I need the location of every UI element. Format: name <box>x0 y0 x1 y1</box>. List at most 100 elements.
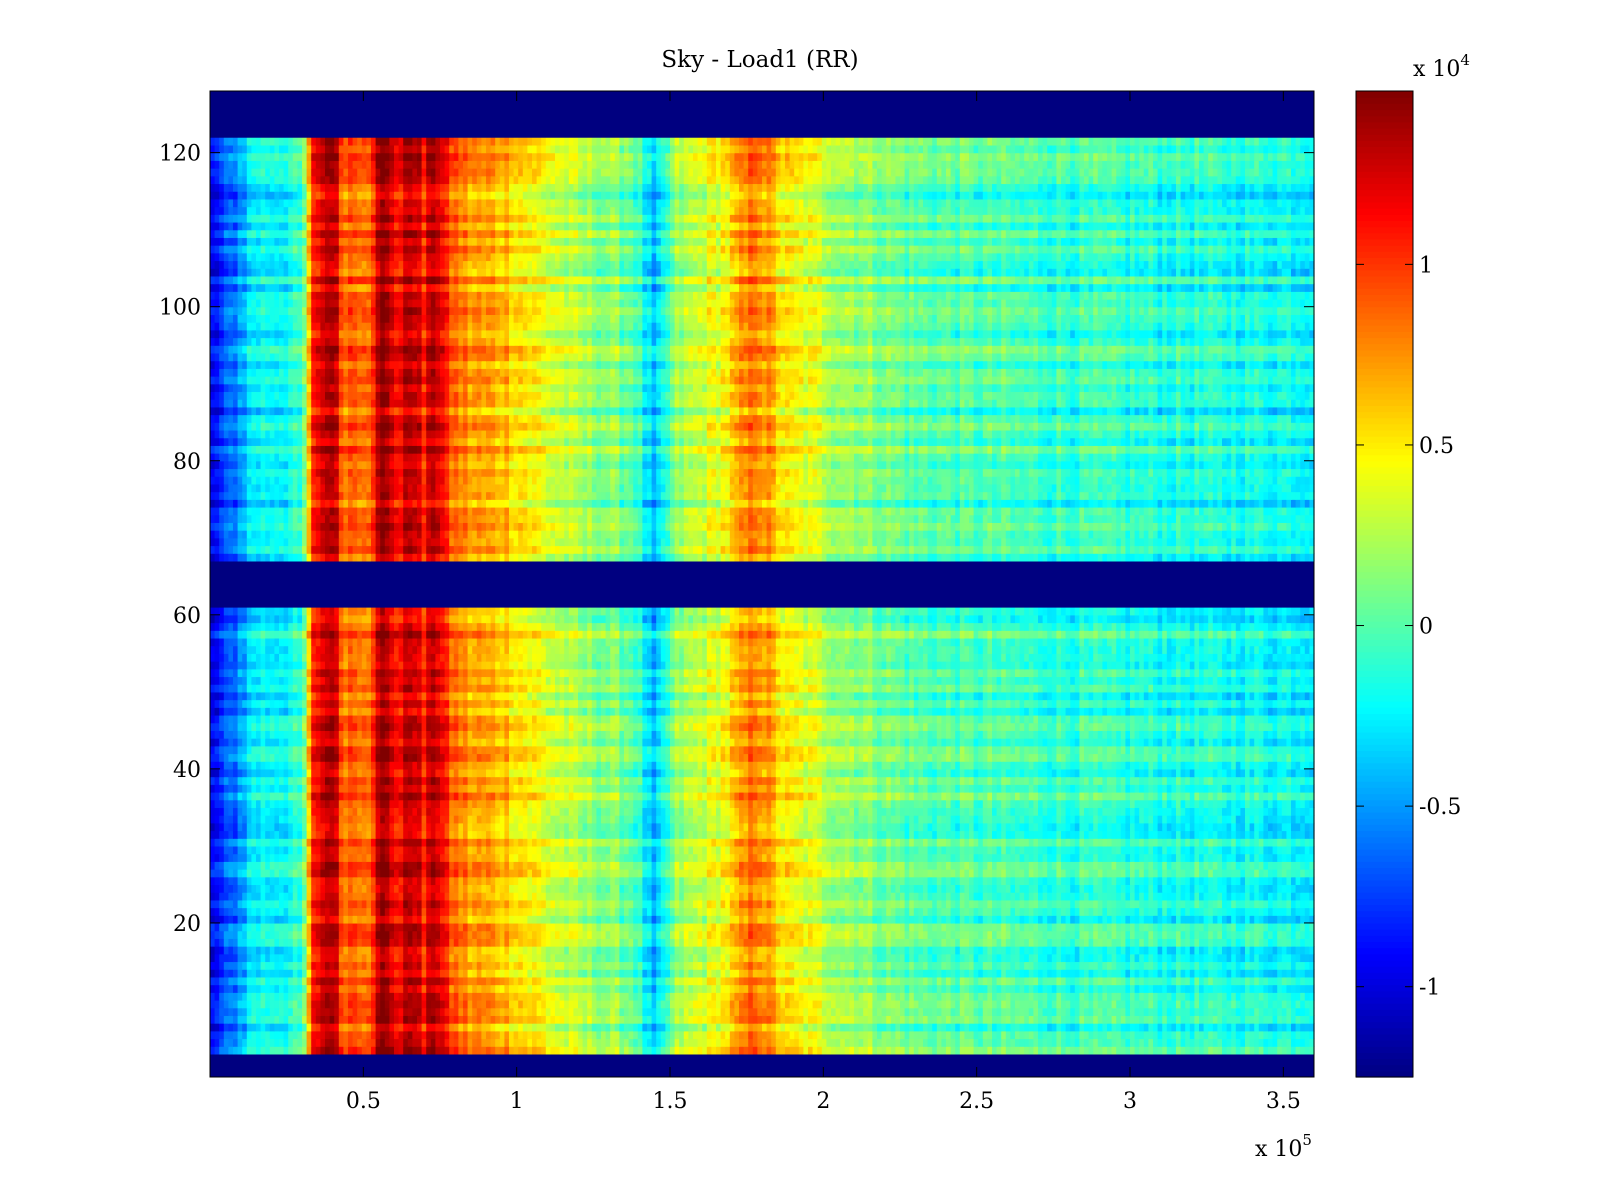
heatmap-cell <box>753 961 758 969</box>
heatmap-cell <box>251 931 256 939</box>
heatmap-cell <box>596 923 601 931</box>
heatmap-cell <box>550 985 555 993</box>
heatmap-cell <box>1024 915 1029 923</box>
heatmap-cell <box>863 946 868 954</box>
heatmap-cell <box>224 992 229 1000</box>
heatmap-cell <box>1070 1038 1075 1046</box>
heatmap-cell <box>417 1000 422 1008</box>
heatmap-cell <box>518 892 523 900</box>
heatmap-cell <box>753 908 758 916</box>
heatmap-cell <box>481 969 486 977</box>
heatmap-cell <box>1171 1008 1176 1016</box>
heatmap-cell <box>555 923 560 931</box>
heatmap-cell <box>642 892 647 900</box>
heatmap-cell <box>803 931 808 939</box>
heatmap-cell <box>987 977 992 985</box>
heatmap-cell <box>895 923 900 931</box>
heatmap-cell <box>656 1008 661 1016</box>
heatmap-cell <box>1130 908 1135 916</box>
heatmap-cell <box>546 931 551 939</box>
heatmap-cell <box>849 961 854 969</box>
heatmap-cell <box>1079 961 1084 969</box>
heatmap-cell <box>1010 954 1015 962</box>
heatmap-cell <box>1296 946 1301 954</box>
heatmap-cell <box>923 923 928 931</box>
heatmap-cell <box>1070 1023 1075 1031</box>
heatmap-cell <box>665 1046 670 1054</box>
heatmap-cell <box>638 931 643 939</box>
heatmap-cell <box>997 1015 1002 1023</box>
heatmap-cell <box>546 1008 551 1016</box>
heatmap-cell <box>596 1038 601 1046</box>
heatmap-cell <box>389 954 394 962</box>
heatmap-cell <box>348 1000 353 1008</box>
heatmap-cell <box>238 969 243 977</box>
heatmap-cell <box>642 1046 647 1054</box>
heatmap-cell <box>978 954 983 962</box>
heatmap-cell <box>330 954 335 962</box>
heatmap-cell <box>661 923 666 931</box>
heatmap-cell <box>642 1023 647 1031</box>
heatmap-cell <box>762 1015 767 1023</box>
heatmap-cell <box>509 969 514 977</box>
heatmap-cell <box>1245 938 1250 946</box>
heatmap-cell <box>1158 1015 1163 1023</box>
heatmap-cell <box>794 1000 799 1008</box>
heatmap-cell <box>449 946 454 954</box>
heatmap-cell <box>693 969 698 977</box>
heatmap-cell <box>366 900 371 908</box>
heatmap-cell <box>251 892 256 900</box>
heatmap-cell <box>477 915 482 923</box>
heatmap-cell <box>721 1015 726 1023</box>
heatmap-cell <box>1043 977 1048 985</box>
heatmap-cell <box>900 923 905 931</box>
heatmap-cell <box>946 946 951 954</box>
heatmap-cell <box>514 1008 519 1016</box>
heatmap-cell <box>1231 1015 1236 1023</box>
heatmap-cell <box>803 915 808 923</box>
heatmap-cell <box>859 969 864 977</box>
heatmap-cell <box>1010 931 1015 939</box>
heatmap-cell <box>1263 1038 1268 1046</box>
heatmap-cell <box>909 1008 914 1016</box>
heatmap-cell <box>385 992 390 1000</box>
heatmap-cell <box>1305 961 1310 969</box>
heatmap-cell <box>624 900 629 908</box>
heatmap-cell <box>845 985 850 993</box>
heatmap-cell <box>587 931 592 939</box>
heatmap-cell <box>868 1023 873 1031</box>
heatmap-cell <box>1162 1023 1167 1031</box>
heatmap-cell <box>357 1015 362 1023</box>
heatmap-cell <box>633 977 638 985</box>
heatmap-cell <box>362 1008 367 1016</box>
heatmap-cell <box>1268 1038 1273 1046</box>
heatmap-cell <box>652 1038 657 1046</box>
heatmap-cell <box>1167 992 1172 1000</box>
heatmap-cell <box>385 1031 390 1039</box>
heatmap-cell <box>1158 1046 1163 1054</box>
heatmap-cell <box>762 961 767 969</box>
heatmap-cell <box>652 1046 657 1054</box>
heatmap-cell <box>463 946 468 954</box>
heatmap-cell <box>702 1031 707 1039</box>
heatmap-cell <box>895 908 900 916</box>
heatmap-cell <box>477 938 482 946</box>
heatmap-cell <box>523 931 528 939</box>
heatmap-cell <box>463 1008 468 1016</box>
heatmap-cell <box>219 900 224 908</box>
heatmap-cell <box>1112 1031 1117 1039</box>
heatmap-cell <box>1052 969 1057 977</box>
heatmap-cell <box>771 1000 776 1008</box>
heatmap-cell <box>302 961 307 969</box>
heatmap-cell <box>242 961 247 969</box>
heatmap-cell <box>343 1015 348 1023</box>
heatmap-cell <box>780 908 785 916</box>
heatmap-cell <box>849 985 854 993</box>
heatmap-cell <box>1089 961 1094 969</box>
heatmap-cell <box>477 992 482 1000</box>
heatmap-cell <box>215 1008 220 1016</box>
heatmap-cell <box>707 1038 712 1046</box>
heatmap-cell <box>1093 961 1098 969</box>
heatmap-cell <box>886 1000 891 1008</box>
heatmap-cell <box>849 915 854 923</box>
